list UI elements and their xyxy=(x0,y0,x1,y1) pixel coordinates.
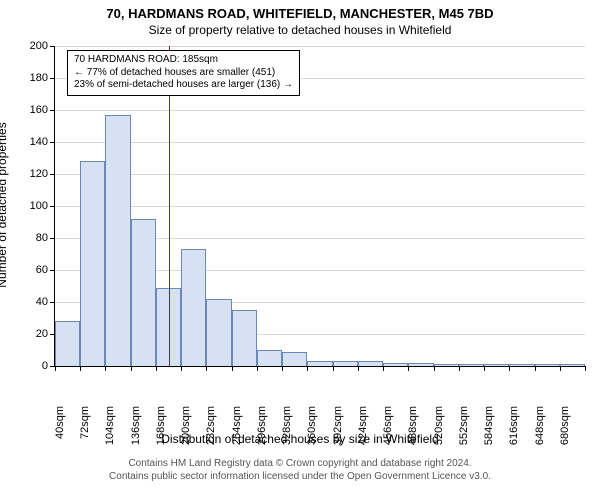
annotation-line-3: 23% of semi-detached houses are larger (… xyxy=(74,79,293,92)
ytick-mark xyxy=(50,270,55,271)
xtick-label: 104sqm xyxy=(104,406,116,462)
xtick-label: 552sqm xyxy=(458,406,470,462)
xtick-label: 648sqm xyxy=(534,406,546,462)
xtick-label: 40sqm xyxy=(54,406,66,462)
xtick-mark xyxy=(206,366,207,371)
ytick-label: 40 xyxy=(20,296,48,308)
page-subtitle: Size of property relative to detached ho… xyxy=(0,21,600,37)
histogram-bar xyxy=(333,361,358,366)
histogram-bar xyxy=(484,364,509,366)
xtick-mark xyxy=(535,366,536,371)
xtick-label: 72sqm xyxy=(79,406,91,462)
xtick-mark xyxy=(181,366,182,371)
xtick-mark xyxy=(282,366,283,371)
ytick-label: 60 xyxy=(20,264,48,276)
gridline xyxy=(55,110,585,111)
ytick-mark xyxy=(50,174,55,175)
xtick-label: 296sqm xyxy=(256,406,268,462)
xtick-mark xyxy=(434,366,435,371)
histogram-bar xyxy=(105,115,130,366)
gridline xyxy=(55,174,585,175)
xtick-mark xyxy=(408,366,409,371)
xtick-mark xyxy=(156,366,157,371)
histogram-bar xyxy=(307,361,332,366)
annotation-line-2: ← 77% of detached houses are smaller (45… xyxy=(74,67,293,80)
xtick-label: 232sqm xyxy=(205,406,217,462)
xtick-label: 136sqm xyxy=(130,406,142,462)
ytick-label: 100 xyxy=(20,200,48,212)
ytick-label: 0 xyxy=(20,360,48,372)
xtick-label: 584sqm xyxy=(483,406,495,462)
gridline xyxy=(55,206,585,207)
histogram-bar xyxy=(459,364,484,366)
ytick-label: 20 xyxy=(20,328,48,340)
xtick-mark xyxy=(55,366,56,371)
histogram-bar xyxy=(509,364,534,366)
xtick-mark xyxy=(307,366,308,371)
xtick-mark xyxy=(131,366,132,371)
xtick-label: 488sqm xyxy=(407,406,419,462)
ytick-mark xyxy=(50,110,55,111)
ytick-mark xyxy=(50,46,55,47)
histogram-bar xyxy=(181,249,206,366)
histogram-bar xyxy=(535,364,560,366)
xtick-mark xyxy=(105,366,106,371)
y-axis-label: Number of detached properties xyxy=(0,45,9,365)
xtick-mark xyxy=(232,366,233,371)
annotation-line-1: 70 HARDMANS ROAD: 185sqm xyxy=(74,54,293,67)
xtick-label: 616sqm xyxy=(508,406,520,462)
histogram-bar xyxy=(408,363,433,366)
histogram-bar xyxy=(206,299,231,366)
ytick-label: 200 xyxy=(20,40,48,52)
xtick-label: 328sqm xyxy=(281,406,293,462)
xtick-mark xyxy=(509,366,510,371)
histogram-bar xyxy=(80,161,105,366)
xtick-mark xyxy=(257,366,258,371)
xtick-label: 264sqm xyxy=(231,406,243,462)
ytick-label: 140 xyxy=(20,136,48,148)
annotation-box: 70 HARDMANS ROAD: 185sqm ← 77% of detach… xyxy=(67,50,300,96)
histogram-bar xyxy=(383,363,408,366)
histogram-bar xyxy=(131,219,156,366)
xtick-mark xyxy=(358,366,359,371)
ytick-mark xyxy=(50,238,55,239)
xtick-label: 456sqm xyxy=(382,406,394,462)
xtick-label: 168sqm xyxy=(155,406,167,462)
ytick-label: 160 xyxy=(20,104,48,116)
ytick-mark xyxy=(50,302,55,303)
histogram-bar xyxy=(232,310,257,366)
footer-line-2: Contains public sector information licen… xyxy=(0,471,600,484)
xtick-mark xyxy=(484,366,485,371)
xtick-mark xyxy=(560,366,561,371)
xtick-mark xyxy=(459,366,460,371)
xtick-mark xyxy=(333,366,334,371)
xtick-label: 520sqm xyxy=(433,406,445,462)
histogram-bar xyxy=(282,352,307,366)
xtick-label: 200sqm xyxy=(180,406,192,462)
xtick-mark xyxy=(585,366,586,371)
page-title: 70, HARDMANS ROAD, WHITEFIELD, MANCHESTE… xyxy=(0,0,600,21)
histogram-bar xyxy=(560,364,585,366)
gridline xyxy=(55,142,585,143)
histogram-bar xyxy=(55,321,80,366)
histogram-bar xyxy=(358,361,383,366)
xtick-label: 360sqm xyxy=(306,406,318,462)
xtick-label: 680sqm xyxy=(559,406,571,462)
ytick-label: 180 xyxy=(20,72,48,84)
xtick-mark xyxy=(383,366,384,371)
gridline xyxy=(55,46,585,47)
ytick-mark xyxy=(50,206,55,207)
ytick-mark xyxy=(50,142,55,143)
xtick-label: 424sqm xyxy=(357,406,369,462)
histogram-bar xyxy=(257,350,282,366)
ytick-label: 80 xyxy=(20,232,48,244)
chart-plot-area: 70 HARDMANS ROAD: 185sqm ← 77% of detach… xyxy=(54,46,585,367)
histogram-bar xyxy=(434,364,459,366)
xtick-label: 392sqm xyxy=(332,406,344,462)
ytick-mark xyxy=(50,78,55,79)
xtick-mark xyxy=(80,366,81,371)
ytick-label: 120 xyxy=(20,168,48,180)
